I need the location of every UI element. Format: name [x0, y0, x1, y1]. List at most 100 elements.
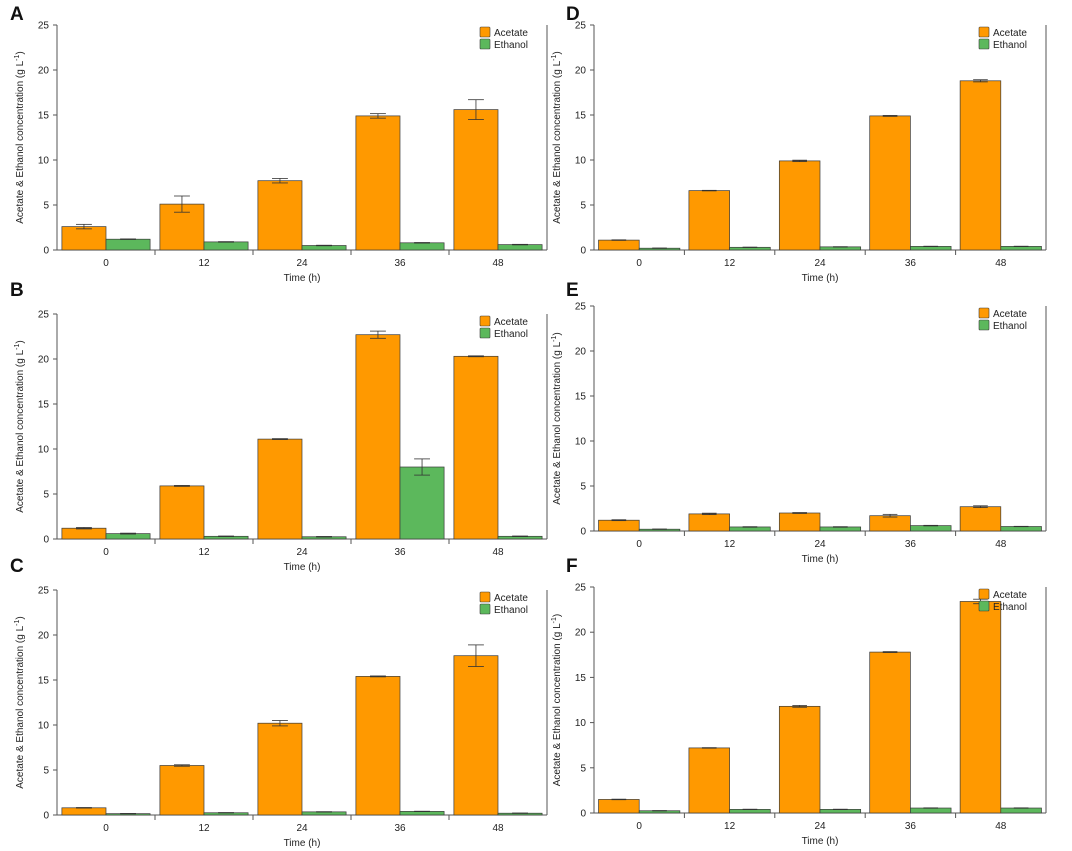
- y-tick-label: 25: [575, 583, 587, 594]
- acetate-bar: [959, 601, 1002, 814]
- y-tick-label: 5: [43, 766, 49, 777]
- y-tick-label: 10: [575, 156, 587, 167]
- panel-letter: C: [10, 556, 24, 577]
- y-tick-label: 25: [575, 21, 587, 32]
- y-axis-title-end: ): [15, 340, 26, 343]
- y-tick-label: 25: [38, 21, 50, 32]
- y-axis-title: Acetate & Ethanol concentration (g L-1): [14, 51, 26, 223]
- legend-label-acetate: Acetate: [494, 317, 528, 328]
- y-tick-label: 20: [38, 66, 50, 77]
- legend-label-acetate: Acetate: [494, 28, 528, 39]
- x-tick-label: 36: [394, 547, 406, 558]
- x-tick-label: 12: [198, 823, 210, 834]
- y-tick-label: 10: [575, 437, 587, 448]
- y-tick-label: 20: [38, 631, 50, 642]
- x-tick-label: 48: [492, 823, 504, 834]
- legend-label-acetate: Acetate: [993, 590, 1027, 601]
- y-tick-label: 10: [575, 718, 587, 729]
- y-axis-title: Acetate & Ethanol concentration (g L-1): [14, 616, 26, 788]
- acetate-bar: [778, 160, 821, 251]
- legend-swatch-ethanol: [978, 319, 990, 331]
- ethanol-bar: [1000, 807, 1042, 814]
- acetate-bar: [869, 115, 911, 251]
- panel-letter: B: [10, 280, 24, 301]
- y-tick-label: 15: [38, 676, 50, 687]
- x-tick-label: 0: [103, 823, 109, 834]
- y-axis-title-superscript: -1: [551, 617, 558, 623]
- legend-swatch-ethanol: [479, 38, 491, 50]
- y-axis-title-main: Acetate & Ethanol concentration (g L: [15, 625, 26, 788]
- y-tick-label: 5: [580, 201, 586, 212]
- x-tick-label: 0: [636, 539, 642, 550]
- acetate-bar: [453, 355, 499, 540]
- x-tick-label: 36: [905, 258, 917, 269]
- x-tick-label: 12: [724, 821, 736, 832]
- acetate-bar: [257, 180, 303, 251]
- x-tick-label: 0: [103, 547, 109, 558]
- y-tick-label: 20: [575, 347, 587, 358]
- y-tick-label: 5: [580, 482, 586, 493]
- panel-letter: E: [566, 280, 579, 301]
- y-tick-label: 15: [38, 111, 50, 122]
- acetate-bar: [688, 190, 730, 251]
- y-axis-title: Acetate & Ethanol concentration (g L-1): [551, 51, 563, 223]
- y-tick-label: 0: [43, 811, 49, 822]
- legend-swatch-ethanol: [479, 603, 491, 615]
- chart-panel-f: F 0 5 10 15 20 25 0 12 24 36 48 Time (h) Acetate & Et…: [551, 556, 1047, 847]
- y-axis-title-end: ): [552, 614, 563, 617]
- y-tick-label: 15: [575, 673, 587, 684]
- y-tick-label: 25: [38, 586, 50, 597]
- acetate-bar: [159, 485, 205, 540]
- x-tick-label: 12: [724, 539, 736, 550]
- x-tick-label: 36: [905, 539, 917, 550]
- acetate-bar: [869, 651, 911, 814]
- chart-panel-e: E 0 5 10 15 20 25 0 12 24 36 48 Time (h) Acetate & Et…: [551, 280, 1047, 565]
- x-tick-label: 48: [492, 258, 504, 269]
- x-tick-label: 0: [636, 258, 642, 269]
- ethanol-bar: [399, 242, 445, 251]
- ethanol-bar: [497, 244, 543, 251]
- acetate-bar: [598, 799, 640, 814]
- acetate-bar: [355, 115, 401, 251]
- legend-label-ethanol: Ethanol: [494, 605, 528, 616]
- x-tick-label: 48: [492, 547, 504, 558]
- acetate-bar: [159, 203, 205, 251]
- y-axis-title-superscript: -1: [14, 344, 21, 350]
- y-tick-label: 0: [580, 809, 586, 820]
- acetate-bar: [61, 527, 107, 540]
- x-axis-title: Time (h): [284, 273, 321, 284]
- acetate-bar: [61, 807, 107, 816]
- x-tick-label: 36: [394, 258, 406, 269]
- ethanol-bar: [301, 245, 347, 251]
- y-tick-label: 25: [575, 302, 587, 313]
- x-tick-label: 24: [814, 539, 826, 550]
- y-axis-title-superscript: -1: [14, 55, 21, 61]
- y-tick-label: 5: [43, 490, 49, 501]
- y-axis-title: Acetate & Ethanol concentration (g L-1): [551, 332, 563, 504]
- legend-label-ethanol: Ethanol: [993, 321, 1027, 332]
- x-tick-label: 48: [995, 821, 1007, 832]
- chart-panel-b: B 0 5 10 15 20 25 0 12 24 36 48 Time (h) Acetate & Et…: [10, 280, 548, 573]
- legend-label-acetate: Acetate: [993, 309, 1027, 320]
- x-axis-title: Time (h): [802, 273, 839, 284]
- y-tick-label: 0: [43, 246, 49, 257]
- legend-label-ethanol: Ethanol: [993, 602, 1027, 613]
- y-tick-label: 10: [38, 721, 50, 732]
- y-tick-label: 10: [38, 156, 50, 167]
- acetate-bar: [598, 239, 640, 251]
- x-tick-label: 36: [905, 821, 917, 832]
- ethanol-bar: [105, 238, 151, 251]
- acetate-bar: [355, 676, 401, 816]
- y-tick-label: 15: [38, 400, 50, 411]
- acetate-bar: [778, 705, 821, 814]
- x-tick-label: 48: [995, 258, 1007, 269]
- y-axis-title-main: Acetate & Ethanol concentration (g L: [552, 341, 563, 504]
- x-axis-title: Time (h): [802, 836, 839, 847]
- x-tick-label: 0: [103, 258, 109, 269]
- x-tick-label: 24: [296, 258, 308, 269]
- y-axis-title-main: Acetate & Ethanol concentration (g L: [552, 623, 563, 786]
- y-tick-label: 20: [575, 628, 587, 639]
- ethanol-bar: [1000, 526, 1042, 532]
- x-tick-label: 24: [296, 547, 308, 558]
